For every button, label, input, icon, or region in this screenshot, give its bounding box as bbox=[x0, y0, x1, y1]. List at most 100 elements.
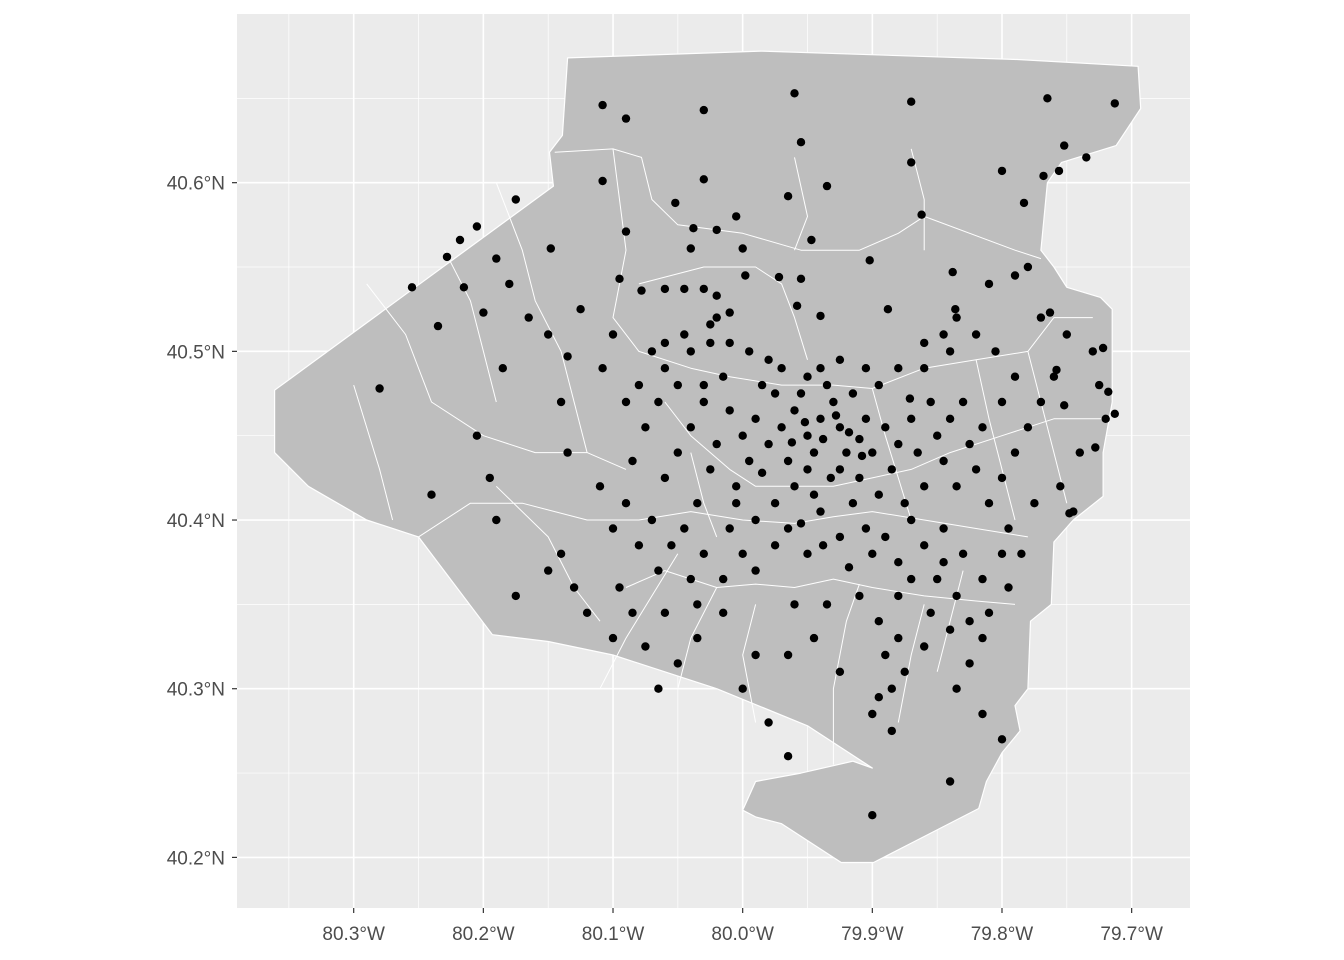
data-point bbox=[621, 227, 631, 236]
data-point bbox=[673, 659, 682, 668]
data-point bbox=[978, 633, 987, 643]
data-point bbox=[796, 138, 806, 147]
data-point bbox=[764, 439, 773, 449]
data-point bbox=[816, 311, 825, 321]
y-tick-label: 40.3°N bbox=[167, 680, 225, 701]
data-point bbox=[725, 338, 734, 348]
data-point bbox=[783, 456, 793, 466]
data-point bbox=[1110, 99, 1120, 108]
data-point bbox=[894, 591, 903, 601]
data-point bbox=[686, 347, 695, 356]
data-point bbox=[433, 321, 443, 331]
data-point bbox=[712, 439, 721, 449]
data-point bbox=[984, 279, 994, 289]
data-point bbox=[732, 499, 741, 508]
y-tick-label: 40.2°N bbox=[167, 848, 225, 869]
data-point bbox=[1052, 365, 1061, 375]
municipal-boundary bbox=[495, 485, 601, 622]
data-point bbox=[783, 524, 793, 533]
data-point bbox=[634, 380, 644, 390]
municipal-boundary bbox=[418, 502, 1028, 538]
data-point bbox=[654, 684, 663, 693]
data-point bbox=[855, 473, 864, 483]
data-point bbox=[699, 397, 708, 407]
data-point bbox=[751, 566, 760, 575]
data-point bbox=[774, 272, 784, 282]
data-point bbox=[427, 490, 436, 499]
data-point bbox=[637, 286, 646, 295]
municipal-boundary bbox=[742, 604, 757, 723]
data-point bbox=[952, 482, 961, 491]
data-point bbox=[984, 499, 994, 508]
data-point bbox=[472, 222, 482, 231]
data-point bbox=[634, 541, 644, 550]
data-point bbox=[712, 225, 721, 235]
data-point bbox=[706, 320, 715, 329]
data-point bbox=[582, 608, 592, 617]
data-point bbox=[926, 608, 935, 617]
data-point bbox=[777, 364, 786, 373]
data-point bbox=[887, 726, 896, 736]
data-point bbox=[1101, 414, 1110, 423]
data-point bbox=[829, 397, 838, 407]
data-point bbox=[965, 439, 974, 449]
data-point bbox=[933, 431, 942, 440]
data-point bbox=[900, 499, 909, 508]
data-point bbox=[874, 617, 883, 626]
data-point bbox=[803, 549, 812, 558]
data-point bbox=[803, 465, 812, 474]
data-point bbox=[874, 693, 883, 702]
data-point bbox=[978, 574, 987, 584]
data-point bbox=[660, 608, 670, 617]
x-tick-label: 80.2°W bbox=[452, 924, 515, 945]
data-point bbox=[894, 633, 903, 643]
data-point bbox=[835, 465, 845, 474]
data-point bbox=[835, 532, 845, 542]
y-tick-label: 40.4°N bbox=[167, 511, 225, 532]
data-point bbox=[831, 411, 841, 420]
data-point bbox=[997, 549, 1007, 558]
data-point bbox=[479, 308, 488, 317]
data-point bbox=[569, 583, 579, 592]
data-point bbox=[1036, 397, 1046, 407]
data-point bbox=[948, 267, 957, 277]
data-point bbox=[933, 574, 942, 584]
data-point bbox=[485, 473, 494, 483]
data-point bbox=[686, 574, 695, 584]
data-point bbox=[1019, 198, 1029, 208]
data-point bbox=[790, 406, 799, 415]
data-point bbox=[997, 166, 1007, 176]
data-point bbox=[1104, 387, 1113, 396]
data-point bbox=[952, 684, 961, 693]
data-point bbox=[576, 305, 585, 314]
county-regions bbox=[274, 50, 1142, 864]
data-point bbox=[818, 541, 828, 550]
data-point bbox=[615, 274, 624, 283]
data-point bbox=[790, 600, 799, 609]
data-point bbox=[654, 397, 663, 407]
data-point bbox=[905, 394, 915, 403]
data-point bbox=[868, 709, 877, 719]
data-point bbox=[984, 608, 994, 617]
municipal-boundary bbox=[677, 587, 718, 689]
data-point bbox=[686, 244, 695, 253]
data-point bbox=[1039, 171, 1048, 181]
data-point bbox=[951, 305, 960, 314]
data-point bbox=[719, 574, 728, 584]
data-point bbox=[699, 105, 708, 115]
data-point bbox=[874, 490, 883, 499]
data-point bbox=[686, 423, 695, 432]
data-point bbox=[738, 244, 747, 253]
data-point bbox=[952, 591, 961, 601]
data-point bbox=[835, 667, 845, 676]
municipal-boundary bbox=[599, 553, 679, 689]
data-point bbox=[1010, 372, 1020, 381]
data-point bbox=[816, 414, 825, 423]
data-point bbox=[848, 499, 858, 508]
data-point bbox=[920, 482, 929, 491]
data-point bbox=[920, 364, 929, 373]
data-point bbox=[667, 541, 676, 550]
data-point bbox=[783, 192, 793, 201]
data-point bbox=[865, 256, 874, 265]
data-point bbox=[511, 591, 520, 601]
